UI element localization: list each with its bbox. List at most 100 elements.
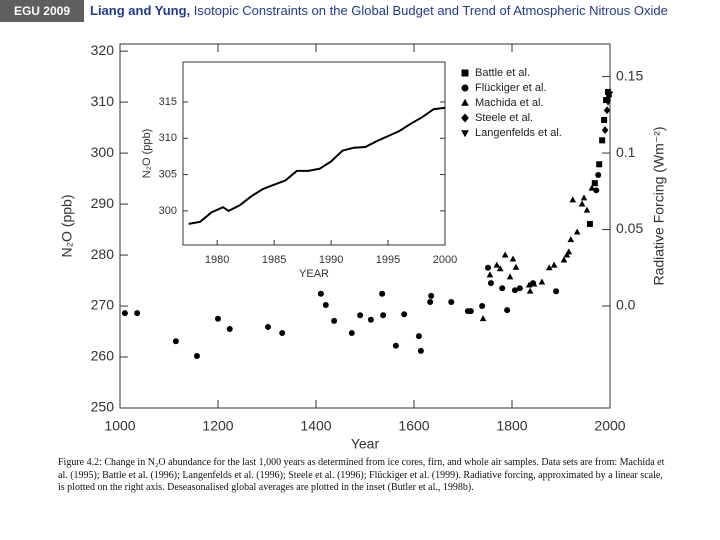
legend-label: Langenfelds et al.	[475, 127, 562, 139]
point	[553, 288, 560, 295]
point	[172, 338, 179, 345]
point	[565, 248, 573, 255]
title: Isotopic Constraints on the Global Budge…	[194, 3, 668, 18]
legend-label: Steele et al.	[475, 112, 533, 124]
point	[601, 126, 609, 135]
legend-marker	[461, 113, 469, 123]
point	[511, 287, 518, 294]
point	[486, 271, 494, 278]
point	[367, 316, 374, 323]
y-axis-label: N₂O (ppb)	[59, 194, 75, 257]
y-tick-label: 310	[159, 132, 177, 144]
x-tick-label: 1990	[319, 254, 343, 266]
point	[563, 251, 571, 258]
point	[487, 280, 494, 287]
point	[401, 311, 408, 318]
legend-marker	[461, 98, 469, 106]
legend-label: Machida et al.	[475, 97, 543, 109]
point	[380, 312, 387, 319]
point	[226, 325, 233, 332]
point	[606, 91, 614, 98]
point	[586, 220, 593, 227]
point	[379, 290, 386, 297]
point	[530, 280, 538, 287]
y-tick-label: 315	[159, 96, 177, 108]
point	[512, 263, 520, 270]
point	[596, 161, 603, 168]
point	[525, 281, 533, 288]
point	[578, 200, 586, 207]
point	[560, 256, 568, 263]
x-tick-label: 2000	[594, 418, 625, 434]
point	[545, 264, 553, 271]
plot-frame	[182, 61, 446, 246]
point	[583, 206, 591, 213]
legend-marker	[461, 84, 469, 92]
point	[357, 312, 364, 319]
point	[595, 172, 602, 179]
point	[427, 298, 434, 305]
point	[573, 228, 581, 235]
point	[601, 116, 608, 123]
point	[499, 285, 506, 292]
point	[484, 264, 491, 271]
point	[264, 323, 271, 330]
x-tick-label: 1200	[202, 418, 233, 434]
point	[428, 292, 435, 299]
x-tick-label: 1985	[262, 254, 286, 266]
x-tick-label: 1000	[104, 418, 135, 434]
point	[479, 315, 487, 322]
point	[348, 330, 355, 337]
caption: Figure 4.2: Change in N₂O abundance for …	[58, 457, 665, 493]
point	[550, 261, 558, 268]
inset-chart: 1980 1985 1990 1995 2000 300 305 310 315 YEAR N₂O …	[141, 61, 457, 280]
point	[331, 317, 338, 324]
x-tick-label: 1995	[376, 254, 400, 266]
point	[591, 180, 598, 187]
point	[479, 303, 486, 310]
badge: EGU 2009	[14, 4, 70, 18]
y-axis-label: N₂O (ppb)	[141, 129, 153, 179]
x-tick-label: 1980	[205, 254, 229, 266]
y2-tick-label: 0.1	[616, 144, 636, 160]
legend-label: Flückiger et al.	[475, 82, 547, 94]
point	[193, 353, 200, 359]
y2-tick-label: 0.15	[616, 67, 643, 83]
point	[588, 184, 596, 191]
y2-tick-label: 0.0	[616, 297, 636, 313]
point	[121, 310, 128, 317]
x-tick-label: 2000	[433, 254, 457, 266]
authors: Liang and Yung,	[90, 3, 190, 18]
y-tick-label: 280	[91, 246, 115, 262]
y-tick-label: 300	[159, 205, 177, 217]
badge-bg	[0, 0, 84, 22]
point	[504, 307, 511, 314]
point	[593, 187, 600, 194]
point	[526, 287, 534, 294]
point	[134, 310, 141, 317]
y2-tick-label: 0.05	[616, 220, 643, 236]
point	[603, 106, 611, 115]
y-tick-label: 320	[91, 42, 115, 58]
x-axis-label: YEAR	[299, 268, 329, 280]
line	[188, 106, 446, 225]
point	[496, 265, 504, 272]
point	[215, 315, 221, 322]
point	[417, 347, 424, 354]
header-title: Liang and Yung, Isotopic Constraints on …	[90, 3, 668, 18]
y-tick-label: 250	[91, 399, 115, 415]
y2-axis-label: Radiative Forcing (Wm⁻²)	[651, 126, 667, 285]
point	[569, 196, 577, 203]
y-tick-label: 270	[91, 297, 115, 313]
x-tick-label: 1800	[496, 418, 527, 434]
point	[317, 290, 324, 297]
point	[604, 99, 612, 106]
point	[322, 302, 329, 309]
point	[415, 333, 422, 340]
legend-label: Battle et al.	[475, 67, 530, 79]
point	[392, 342, 399, 349]
y-tick-label: 260	[91, 348, 115, 364]
point	[279, 330, 286, 337]
x-axis-label: Year	[351, 436, 380, 452]
